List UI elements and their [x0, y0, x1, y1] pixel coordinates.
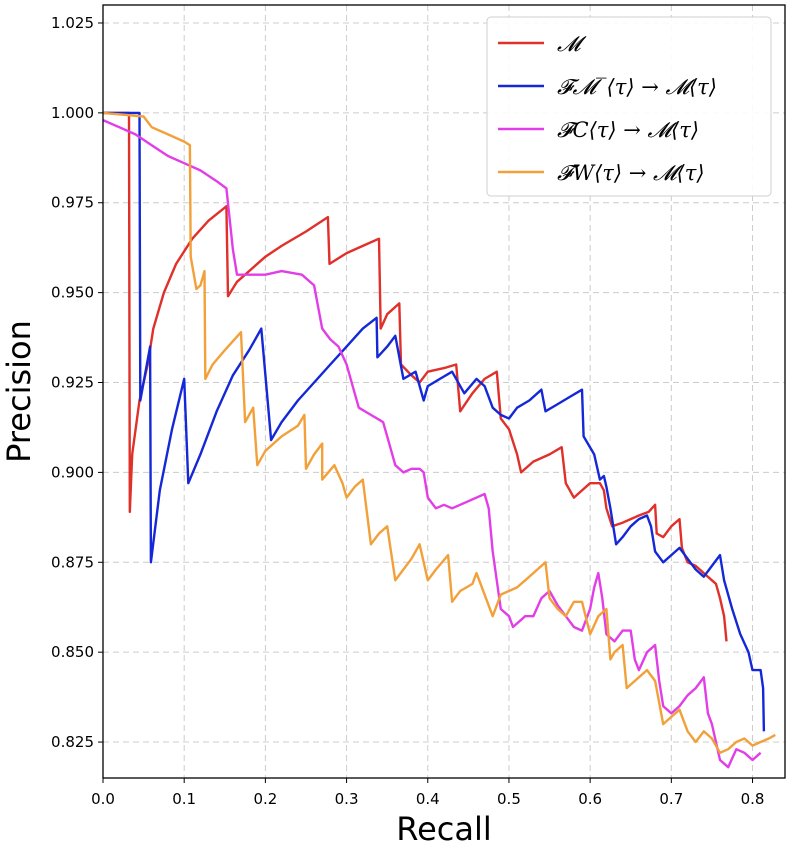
x-tick-label: 0.3 — [335, 790, 359, 808]
y-axis-title: Precision — [0, 320, 38, 463]
legend-label-2: 𝓕C⟨τ⟩ → 𝓜⟨τ⟩ — [557, 118, 699, 142]
x-tick-label: 0.0 — [91, 790, 115, 808]
legend-box — [486, 16, 772, 197]
series-lines — [102, 111, 776, 769]
legend: 𝓜𝓕𝓜‾⟨τ⟩ → 𝓜⟨τ⟩𝓕C⟨τ⟩ → 𝓜⟨τ⟩𝓕W⟨τ⟩ → 𝓜⟨τ⟩ — [486, 16, 772, 197]
x-tick-label: 0.1 — [172, 790, 196, 808]
x-tick-label: 0.4 — [416, 790, 440, 808]
y-tick-label: 0.950 — [51, 284, 94, 302]
x-tick-label: 0.7 — [659, 790, 683, 808]
series-line-2 — [102, 119, 762, 769]
y-tick-label: 0.825 — [51, 733, 94, 751]
series-line-3 — [102, 111, 776, 754]
legend-label-3: 𝓕W⟨τ⟩ → 𝓜⟨τ⟩ — [557, 161, 705, 185]
legend-label-1: 𝓕𝓜‾⟨τ⟩ → 𝓜⟨τ⟩ — [557, 75, 717, 99]
x-tick-label: 0.2 — [253, 790, 277, 808]
y-tick-label: 0.875 — [51, 553, 94, 571]
x-tick-label: 0.5 — [497, 790, 521, 808]
x-axis-title: Recall — [396, 810, 491, 848]
plot-frame — [102, 4, 786, 779]
x-tick-label: 0.6 — [578, 790, 602, 808]
series-line-1 — [103, 111, 766, 732]
y-tick-label: 1.000 — [51, 104, 94, 122]
axis-ticks: 0.0 0.1 0.2 0.3 0.4 0.5 0.6 0.7 0.8 0.825 0.850 0.8… — [51, 14, 764, 808]
y-tick-label: 0.975 — [51, 194, 94, 212]
y-tick-label: 0.925 — [51, 374, 94, 392]
x-tick-label: 0.8 — [741, 790, 765, 808]
y-tick-label: 1.025 — [51, 14, 94, 32]
series-line-0 — [103, 111, 728, 642]
y-tick-label: 0.900 — [51, 463, 94, 481]
y-tick-label: 0.850 — [51, 643, 94, 661]
